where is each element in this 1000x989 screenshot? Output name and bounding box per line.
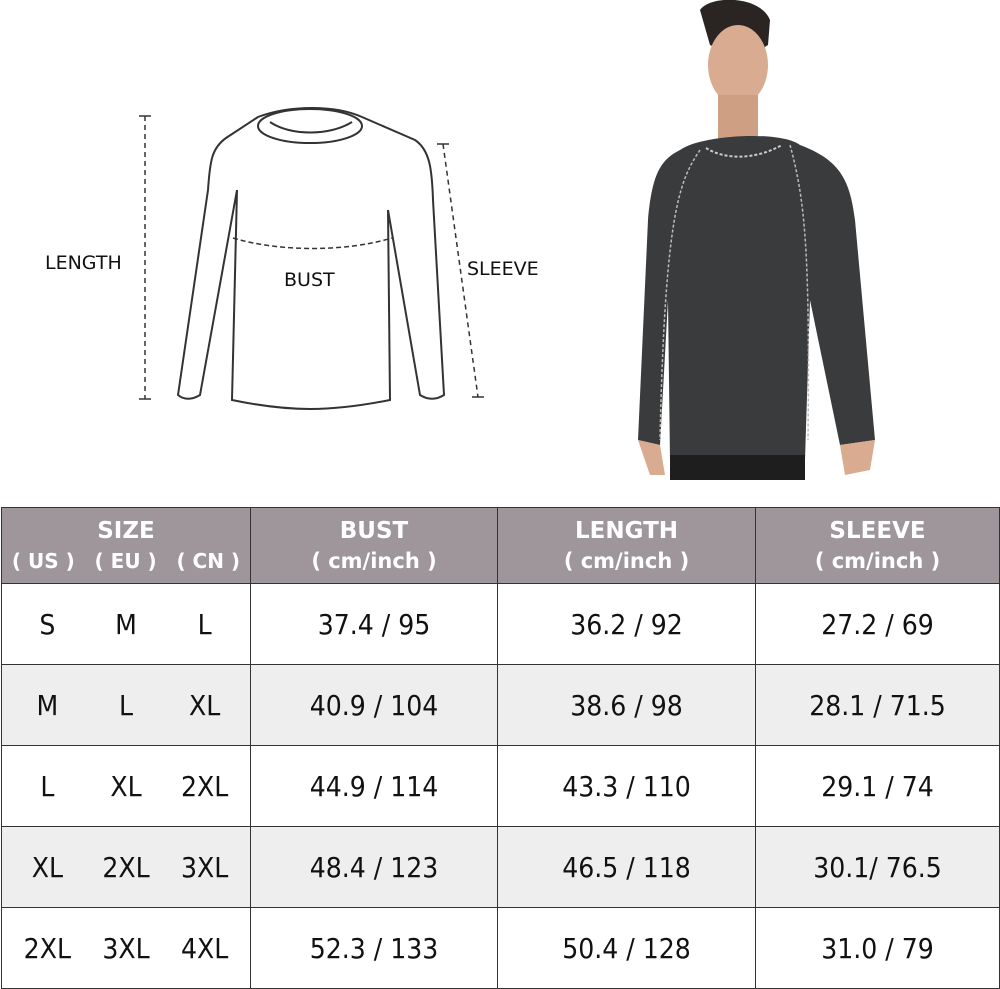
size-eu: L [118,688,133,722]
size-us: M [36,688,59,722]
bust-cell: 37.4 / 95 [250,583,498,665]
sleeve-header: SLEEVE( cm/inch ) [755,507,1000,584]
size-cn: XL [189,688,221,722]
length-cell: 43.3 / 110 [497,745,756,827]
model-photo [638,0,875,480]
size-system-us: ( US ) [11,548,75,573]
table-row: S M L 37.4 / 95 36.2 / 92 27.2 / 69 [1,583,1000,665]
sleeve-cell: 28.1 / 71.5 [755,664,1000,746]
sleeve-cell: 29.1 / 74 [755,745,1000,827]
size-cn: L [197,607,212,641]
size-cell: XL 2XL 3XL [1,826,251,908]
length-cell: 50.4 / 128 [497,907,756,989]
bust-cell: 44.9 / 114 [250,745,498,827]
bust-label: BUST [284,269,335,291]
size-cn: 3XL [180,850,229,884]
bust-cell: 48.4 / 123 [250,826,498,908]
length-cell: 46.5 / 118 [497,826,756,908]
shirt-measurement-diagram [139,107,484,410]
size-eu: M [115,607,137,641]
size-eu: XL [110,769,142,803]
size-cn: 2XL [180,769,229,803]
sleeve-cell: 27.2 / 69 [755,583,1000,665]
size-chart-table: SIZE ( US ) ( EU ) ( CN ) BUST( cm/inch … [1,507,1000,989]
table-row: 2XL 3XL 4XL 52.3 / 133 50.4 / 128 31.0 /… [1,907,1000,989]
sleeve-cell: 31.0 / 79 [755,907,1000,989]
length-cell: 36.2 / 92 [497,583,756,665]
size-eu: 2XL [102,850,150,884]
size-us: L [40,769,55,803]
size-cell: S M L [1,583,251,665]
bust-cell: 40.9 / 104 [250,664,498,746]
table-header-row: SIZE ( US ) ( EU ) ( CN ) BUST( cm/inch … [1,507,1000,584]
length-header: LENGTH( cm/inch ) [497,507,756,584]
size-eu: 3XL [102,931,150,965]
size-us: S [39,607,56,641]
size-us: 2XL [23,931,71,965]
bust-cell: 52.3 / 133 [250,907,498,989]
size-system-cn: ( CN ) [176,548,241,573]
size-cell: L XL 2XL [1,745,251,827]
size-header: SIZE ( US ) ( EU ) ( CN ) [1,507,251,584]
size-cell: 2XL 3XL 4XL [1,907,251,989]
table-row: L XL 2XL 44.9 / 114 43.3 / 110 29.1 / 74 [1,745,1000,827]
table-row: M L XL 40.9 / 104 38.6 / 98 28.1 / 71.5 [1,664,1000,746]
size-cn: 4XL [180,931,229,965]
size-system-eu: ( EU ) [94,548,157,573]
size-us: XL [31,850,63,884]
table-row: XL 2XL 3XL 48.4 / 123 46.5 / 118 30.1/ 7… [1,826,1000,908]
sleeve-cell: 30.1/ 76.5 [755,826,1000,908]
size-header-label: SIZE [97,517,155,544]
sleeve-label: SLEEVE [467,258,539,280]
length-label: LENGTH [45,252,122,274]
size-cell: M L XL [1,664,251,746]
length-cell: 38.6 / 98 [497,664,756,746]
bust-header: BUST( cm/inch ) [250,507,498,584]
